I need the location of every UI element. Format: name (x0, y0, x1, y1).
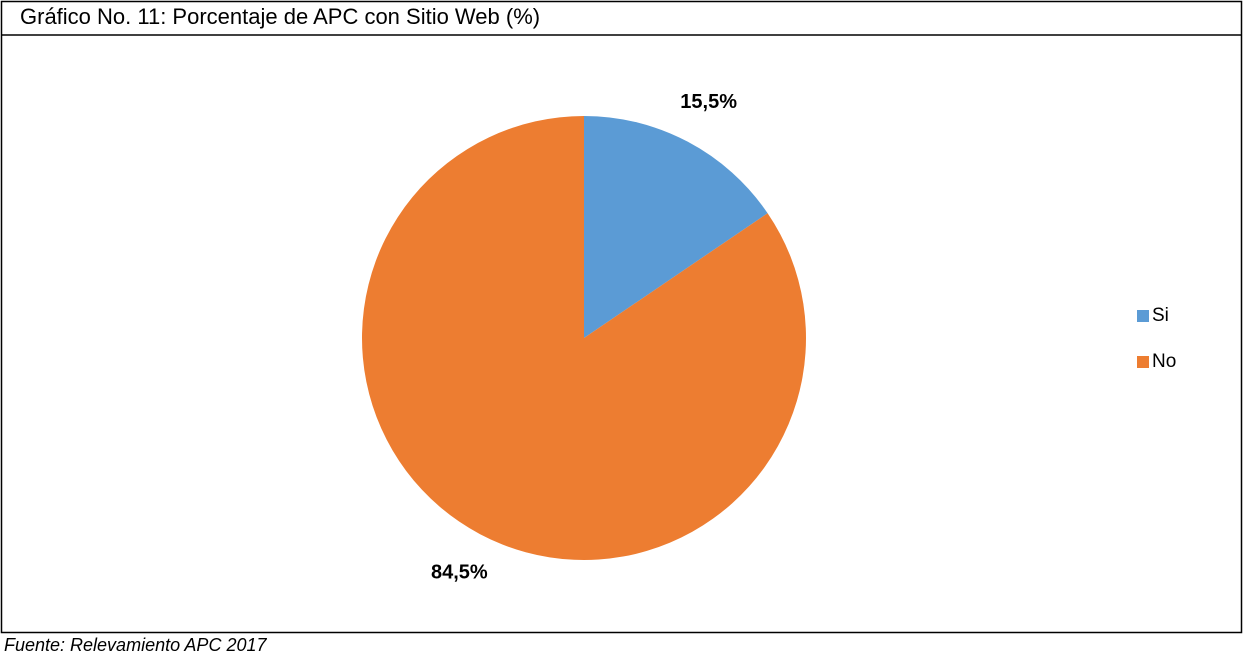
pie-slice (361, 116, 806, 560)
legend-label: No (1152, 351, 1176, 372)
data-label: 15,5% (680, 91, 737, 113)
source-note: Fuente: Relevamiento APC 2017 (4, 635, 267, 651)
data-label: 84,5% (431, 562, 488, 584)
pie-slice (584, 116, 768, 338)
legend-swatch (1137, 356, 1149, 368)
legend-swatch (1137, 310, 1149, 322)
legend-label: Si (1152, 305, 1169, 326)
chart-title: Gráfico No. 11: Porcentaje de APC con Si… (20, 4, 540, 29)
chart-border (0, 0, 1243, 634)
